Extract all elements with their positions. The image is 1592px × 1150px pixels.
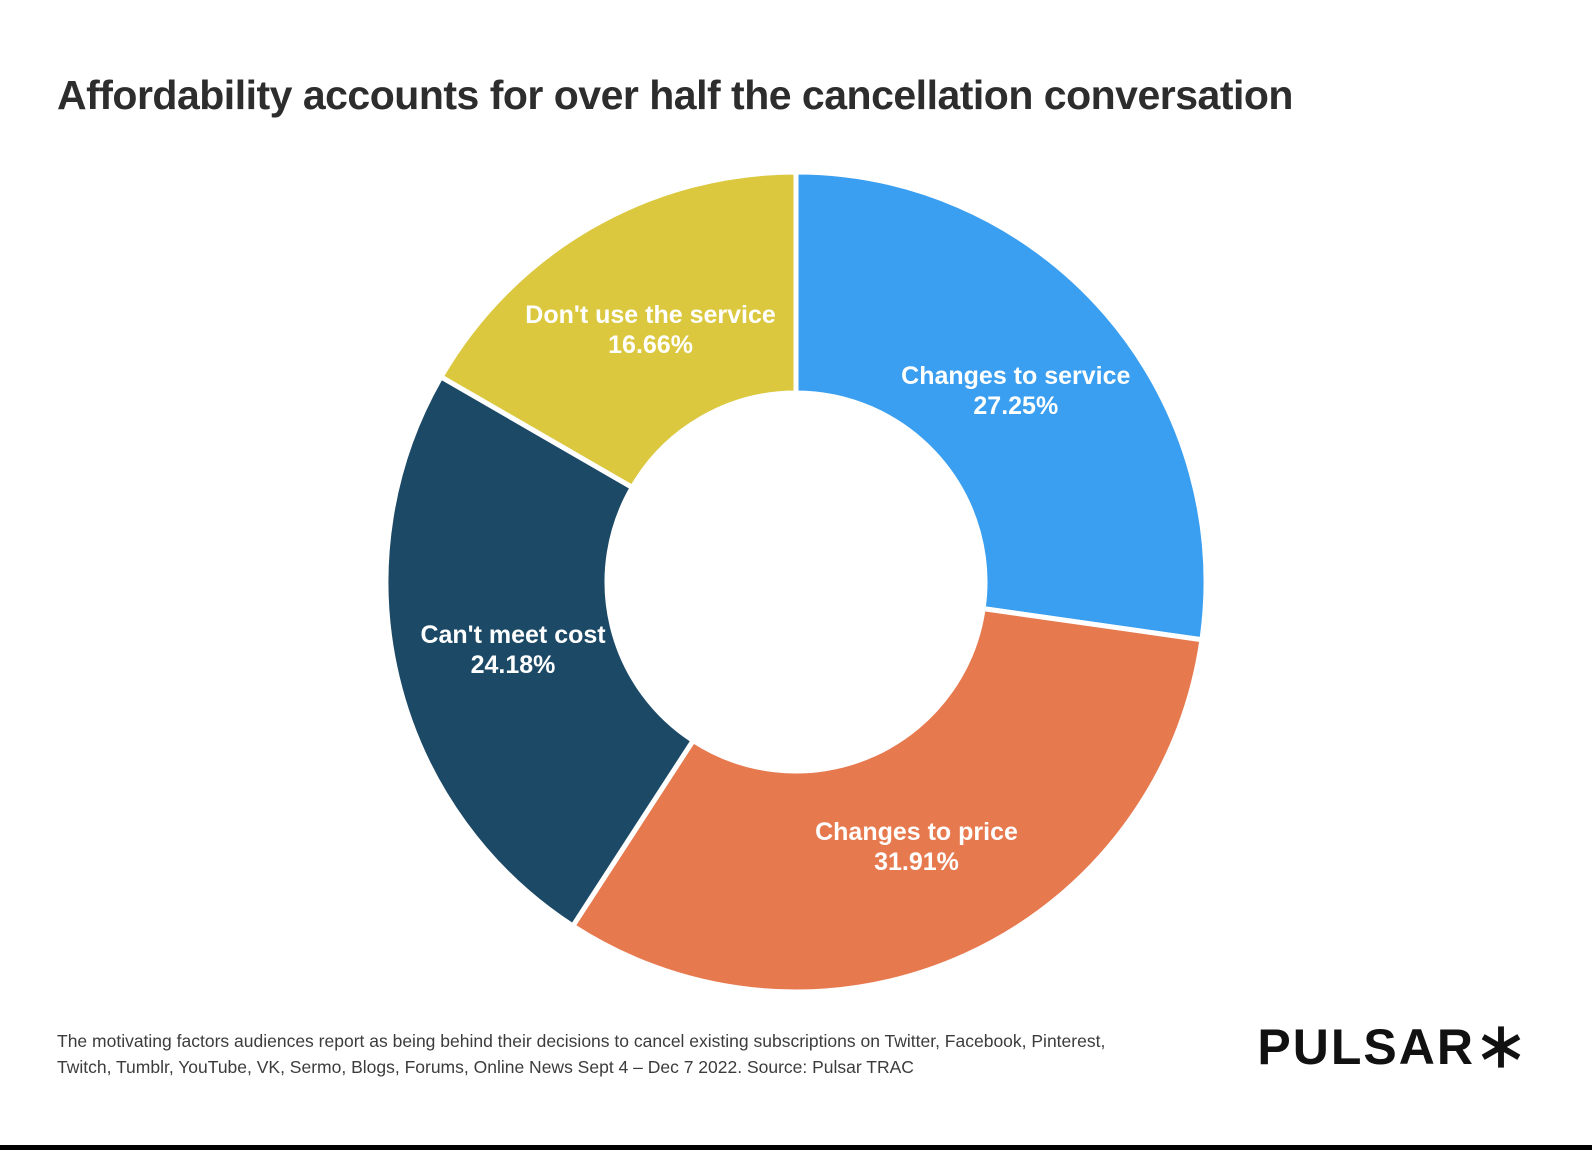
pie-slice-don-t-use-the-service	[438, 169, 799, 490]
pulsar-logo-text: PULSAR	[1257, 1019, 1475, 1075]
pulsar-logo: PULSAR	[1257, 1022, 1522, 1072]
pie-slice-changes-to-service	[793, 169, 1209, 643]
pie-slice-changes-to-price	[570, 606, 1205, 995]
caption: The motivating factors audiences report …	[57, 1028, 1105, 1080]
pie-slice-can-t-meet-cost	[383, 374, 696, 929]
bottom-edge-bar	[0, 1145, 1592, 1150]
caption-line-2: Twitch, Tumblr, YouTube, VK, Sermo, Blog…	[57, 1057, 914, 1077]
caption-line-1: The motivating factors audiences report …	[57, 1031, 1106, 1051]
page-title: Affordability accounts for over half the…	[57, 72, 1293, 118]
asterisk-icon	[1481, 1026, 1521, 1068]
